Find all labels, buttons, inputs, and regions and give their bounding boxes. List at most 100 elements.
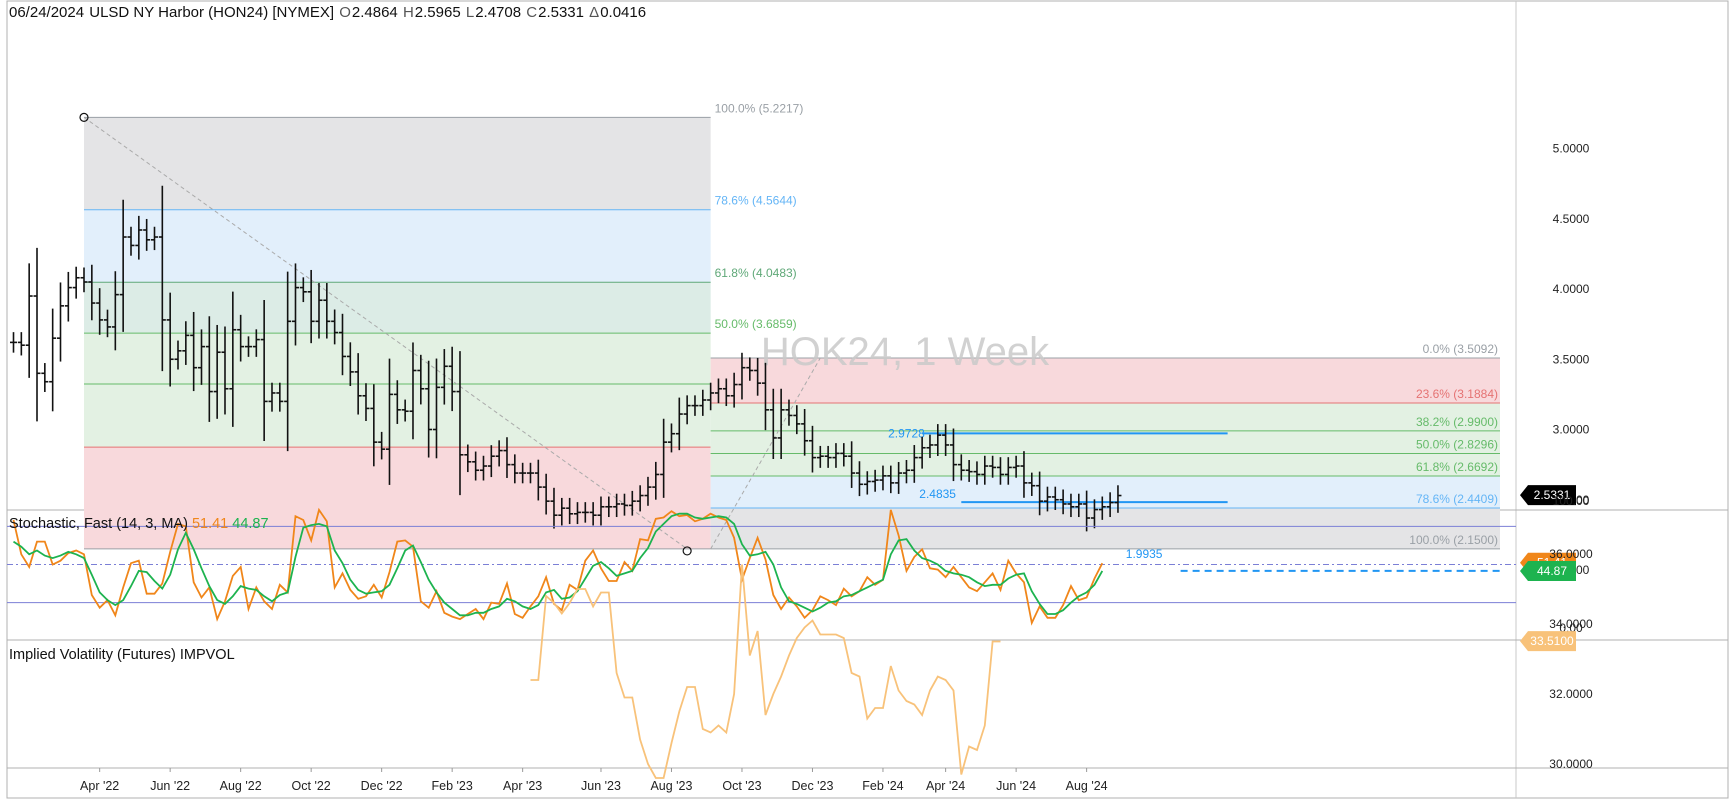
ohlc-bar (855, 461, 863, 497)
ohlc-bar (362, 383, 370, 421)
ohlc-bar (299, 277, 307, 303)
ohlc-bar (103, 309, 111, 338)
fib2-level-label: 61.8% (2.6692) (1416, 460, 1498, 474)
impvol-tick-label: 36.0000 (1549, 547, 1593, 561)
stochastic-panel-label: Stochastic, Fast (14, 3, MA) 51.41 44.87 (9, 516, 269, 532)
ohlc-bar (519, 462, 527, 484)
ohlc-bar (832, 443, 840, 468)
ohlc-bar (754, 357, 762, 396)
ohlc-bar (722, 378, 730, 407)
fib1-level-label: 61.8% (4.0483) (715, 266, 797, 280)
impvol-title: Implied Volatility (Futures) IMPVOL (9, 647, 235, 663)
ohlc-bar (378, 431, 386, 460)
fib1-zone (84, 209, 711, 283)
last-price-label: 2.5331 (1534, 488, 1571, 502)
ohlc-bar (511, 454, 519, 484)
price-tick-label: 4.0000 (1553, 282, 1590, 296)
ohlc-bar (237, 314, 245, 362)
ohlc-bar (652, 461, 660, 500)
ohlc-bar (41, 363, 49, 392)
fib1-zone (84, 447, 711, 549)
ohlc-bar (244, 336, 252, 357)
fib2-zone (710, 475, 1500, 509)
ohlc-bar (57, 282, 65, 362)
ohlc-bar (542, 473, 550, 515)
ohlc-bar (1067, 493, 1075, 518)
ohlc-bar (942, 424, 950, 456)
fib2-level-label: 23.6% (3.1884) (1416, 387, 1498, 401)
ohlc-bar (1012, 455, 1020, 478)
ohlc-bar (174, 340, 182, 370)
ohlc-bar (863, 471, 871, 495)
ohlc-bar (291, 263, 299, 346)
ohlc-bar (346, 342, 354, 387)
ohlc-bar (190, 311, 198, 392)
ohlc-bar (49, 308, 57, 412)
ohlc-bar (503, 437, 511, 478)
fib2-trend-line (710, 357, 821, 550)
ohlc-bar (949, 428, 957, 482)
ohlc-bar (761, 362, 769, 431)
time-tick-label: Aug '23 (650, 779, 692, 793)
stochastic-fast-value: 51.41 (191, 516, 229, 532)
ohlc-bar (1075, 493, 1083, 518)
ohlc-bar (926, 434, 934, 459)
ohlc-bar (432, 358, 440, 459)
time-tick-label: Apr '24 (926, 779, 965, 793)
ohlc-bar (17, 332, 25, 356)
ohlc-bar (1004, 457, 1012, 485)
ohlc-bar (785, 399, 793, 426)
header-open: 2.4864 (351, 4, 398, 21)
ohlc-bar (260, 299, 268, 442)
ohlc-bar (1036, 471, 1044, 516)
ohlc-bar (417, 354, 425, 405)
time-tick-label: Oct '22 (292, 779, 331, 793)
price-tick-label: 5.0000 (1553, 142, 1590, 156)
stochastic-slow-tag-label: 44.87 (1537, 564, 1567, 578)
ohlc-bar (840, 443, 848, 467)
ohlc-bar (440, 349, 448, 405)
ohlc-bar (409, 342, 417, 440)
ohlc-bar (1020, 451, 1028, 498)
time-tick-label: Aug '24 (1066, 779, 1108, 793)
ohlc-bar (96, 288, 104, 335)
ohlc-bar (989, 455, 997, 478)
ohlc-bar (385, 358, 393, 485)
ohlc-bar (801, 408, 809, 456)
fib2-level-label: 100.0% (2.1500) (1409, 533, 1498, 547)
ohlc-bar (738, 352, 746, 400)
ohlc-bar (393, 380, 401, 424)
ohlc-bar (957, 454, 965, 481)
header-low-label: L (465, 4, 475, 21)
ohlc-bar (370, 384, 378, 467)
ohlc-bar (119, 199, 127, 332)
ohlc-bar (80, 267, 88, 293)
ohlc-bar (221, 326, 229, 415)
ohlc-bar (276, 382, 284, 412)
ohlc-bar (777, 388, 785, 460)
ohlc-bar (33, 247, 41, 422)
ohlc-bar (495, 440, 503, 467)
header-instrument: ULSD NY Harbor (HON24) [NYMEX] (89, 4, 335, 21)
ohlc-bar (88, 264, 96, 321)
price-tick-label: 3.0000 (1553, 423, 1590, 437)
ohlc-bar (597, 496, 605, 526)
fib2-zone (710, 357, 1500, 404)
ohlc-bar (613, 493, 621, 518)
ohlc-bar (229, 291, 237, 427)
fib2-level-label: 78.6% (2.4409) (1416, 492, 1498, 506)
fib2-level-label: 50.0% (2.8296) (1416, 437, 1498, 451)
ohlc-bar (628, 490, 636, 516)
fib2-zone (710, 403, 1500, 431)
ohlc-bar (558, 497, 566, 526)
ohlc-bar (150, 226, 158, 251)
ohlc-bar (166, 292, 174, 387)
ohlc-bar (425, 360, 433, 458)
ohlc-bar (25, 263, 33, 378)
impvol-tag-label: 33.5100 (1530, 634, 1574, 648)
ohlc-bar (699, 389, 707, 416)
ohlc-bar (714, 378, 722, 404)
ohlc-bar (487, 445, 495, 478)
stochastic-slow-tag (1520, 561, 1576, 582)
